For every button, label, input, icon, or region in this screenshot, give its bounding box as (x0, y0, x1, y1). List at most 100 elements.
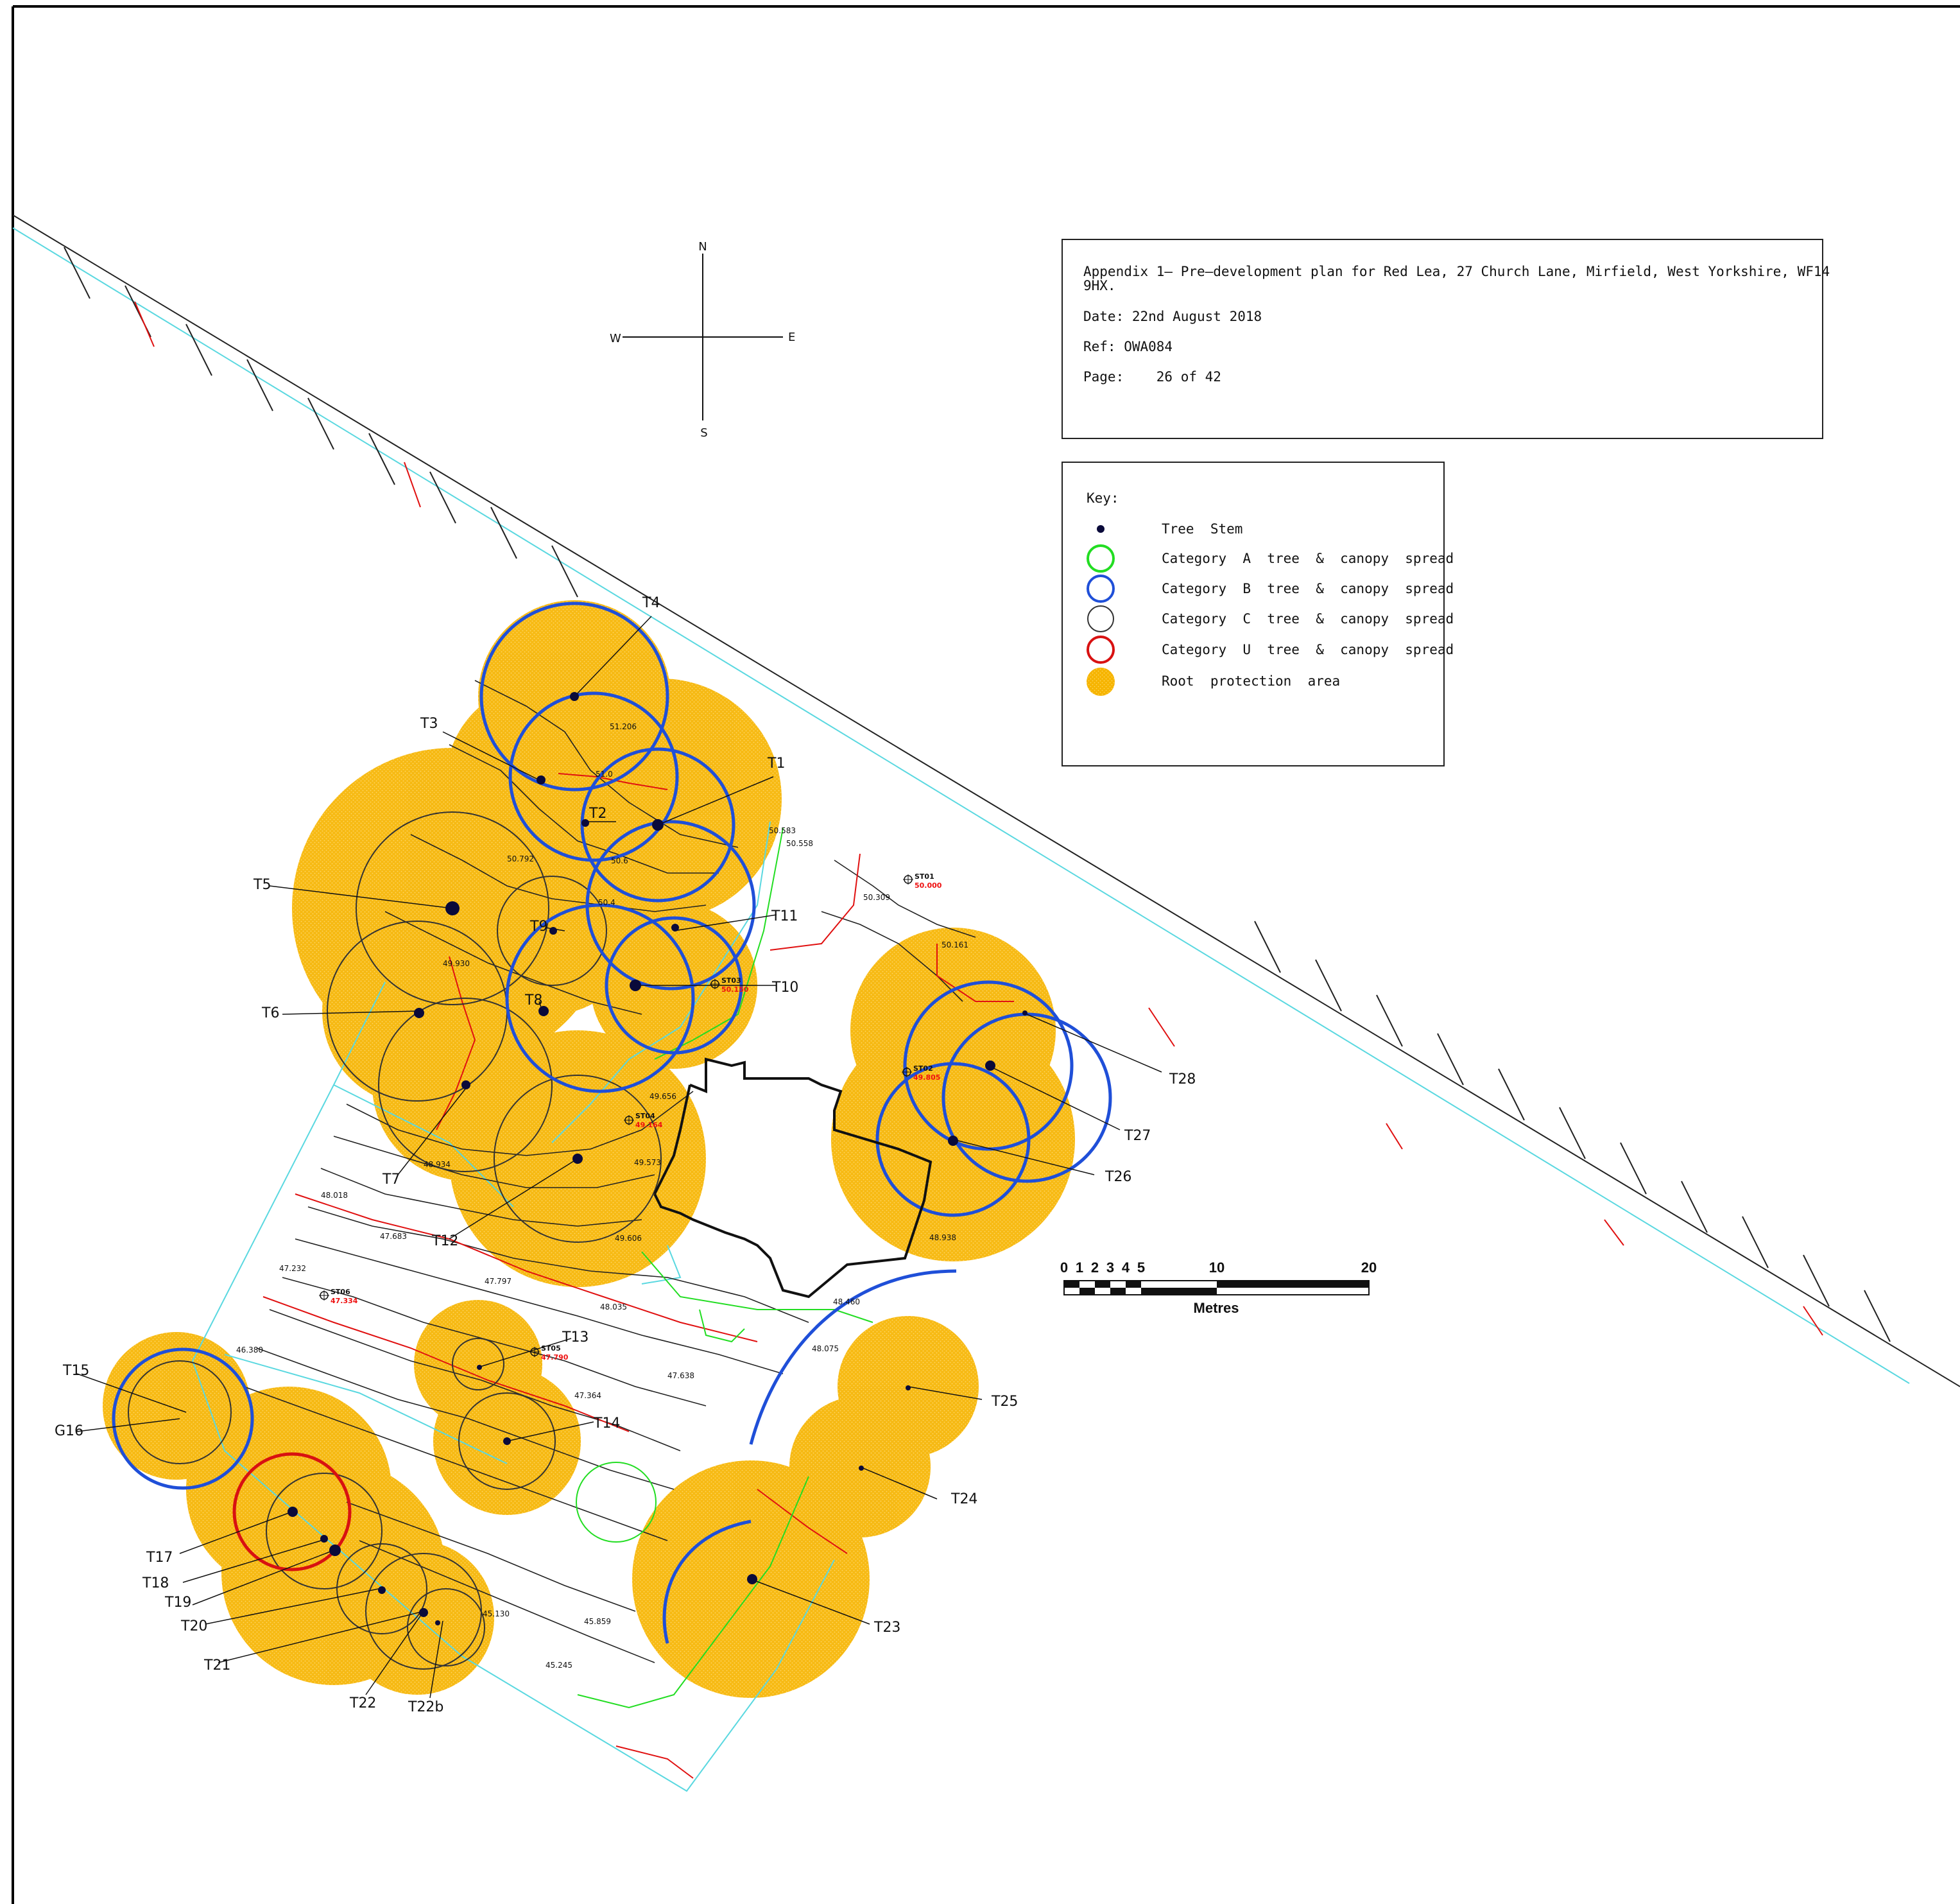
tree-label: T28 (1169, 1071, 1196, 1087)
station-level: 50.000 (915, 881, 942, 890)
info-ref: Ref: OWA084 (1083, 339, 1173, 354)
spot-level: 50.6 (611, 856, 628, 865)
key-item-label: Category U tree & canopy spread (1162, 642, 1454, 657)
spot-level: 47.683 (380, 1232, 407, 1241)
station-name: ST04 (635, 1112, 655, 1120)
spot-level: 45.859 (584, 1617, 611, 1626)
station-level: 49.164 (635, 1121, 663, 1129)
spot-level: 51.206 (610, 722, 637, 731)
spot-level: 50.161 (941, 940, 968, 949)
scale-tick: 3 (1106, 1259, 1114, 1276)
tree-label: T20 (180, 1618, 207, 1634)
spot-level: 45.245 (546, 1661, 572, 1670)
scale-tick: 10 (1209, 1259, 1225, 1276)
spot-level: 49.573 (634, 1158, 661, 1167)
tree-label: T14 (593, 1415, 620, 1432)
spot-level: 50.4 (598, 898, 615, 907)
spot-level: 46.380 (236, 1346, 263, 1354)
info-page: Page: 26 of 42 (1083, 369, 1221, 385)
tree-label: T24 (950, 1491, 977, 1507)
info-box: Appendix 1— Pre—development plan for Red… (1062, 239, 1830, 438)
tree-label: T8 (524, 992, 542, 1008)
key-item-label: Tree Stem (1162, 521, 1242, 537)
spot-level: 50.558 (786, 839, 813, 848)
spot-level: 47.797 (485, 1277, 511, 1286)
compass-east: E (788, 331, 795, 344)
station-name: ST05 (541, 1344, 561, 1353)
scale-tick: 0 (1060, 1259, 1068, 1276)
tree-label: T7 (382, 1172, 400, 1188)
key-title: Key: (1087, 490, 1119, 506)
station-st01: ST01 50.000 (903, 872, 942, 890)
tree-label: T21 (203, 1657, 230, 1674)
tree-label: T25 (991, 1394, 1018, 1410)
spot-level: 47.232 (279, 1264, 306, 1273)
scale-tick: 5 (1137, 1259, 1145, 1276)
info-title-line2: 9HX. (1083, 278, 1116, 293)
tree-stem-icon (1097, 525, 1105, 533)
tree-label: T10 (771, 980, 798, 996)
spot-level: 48.035 (600, 1303, 627, 1311)
station-name: ST02 (913, 1064, 933, 1073)
compass-west: W (610, 332, 621, 345)
tree-label: T18 (142, 1575, 169, 1591)
station-level: 47.334 (331, 1297, 358, 1305)
station-level: 50.150 (721, 985, 749, 994)
scale-tick: 1 (1076, 1259, 1083, 1276)
tree-label: T1 (767, 756, 785, 772)
scale-tick: 2 (1091, 1259, 1099, 1276)
key-item-label: Category B tree & canopy spread (1162, 581, 1454, 596)
station-name: ST06 (331, 1288, 350, 1296)
tree-label: T3 (420, 716, 438, 732)
station-name: ST03 (721, 976, 741, 985)
tree-label: T5 (253, 877, 271, 893)
tree-label: T2 (589, 806, 606, 822)
tree-label: T11 (771, 908, 798, 924)
scale-unit: Metres (1194, 1300, 1239, 1316)
spot-level: 48.938 (929, 1233, 956, 1242)
compass-rose: N S E W (610, 240, 795, 440)
spot-level: 48.934 (424, 1160, 451, 1169)
spot-level: 50.792 (507, 854, 534, 863)
tree-label: T17 (146, 1550, 173, 1566)
spot-level: 50.309 (863, 893, 890, 902)
spot-level: 48.460 (833, 1297, 860, 1306)
spot-level: 47.364 (574, 1391, 601, 1400)
tree-label: T13 (562, 1329, 589, 1346)
tree-label: T22b (408, 1699, 443, 1715)
tree-label: T27 (1124, 1128, 1151, 1144)
scale-tick: 20 (1361, 1259, 1377, 1276)
station-st06: ST06 47.334 (319, 1288, 358, 1305)
spot-level: 49.606 (615, 1234, 642, 1243)
spot-level: 48.075 (812, 1344, 839, 1353)
tree-label: T22 (349, 1695, 376, 1711)
tree-label: T26 (1105, 1169, 1131, 1185)
legend-key: Key: Tree Stem Category A tree & canopy … (1062, 462, 1454, 766)
station-level: 47.790 (541, 1353, 569, 1362)
tree-label: T23 (873, 1620, 900, 1636)
info-date: Date: 22nd August 2018 (1083, 309, 1262, 324)
spot-level: 50.583 (769, 826, 796, 835)
scale-tick: 4 (1122, 1259, 1130, 1276)
spot-level: 51.0 (596, 770, 613, 779)
spot-level: 47.638 (667, 1371, 694, 1380)
tree-label: G16 (55, 1423, 83, 1439)
tree-label: T19 (164, 1595, 191, 1611)
spot-level: 45.130 (483, 1609, 510, 1618)
key-item-label: Category C tree & canopy spread (1162, 611, 1454, 627)
tree-label: T4 (642, 595, 660, 611)
spot-level: 49.930 (443, 959, 470, 968)
spot-level: 49.656 (649, 1092, 676, 1101)
key-item-label: Root protection area (1162, 673, 1340, 689)
info-title-line1: Appendix 1— Pre—development plan for Red… (1083, 264, 1830, 279)
station-level: 49.805 (913, 1073, 940, 1082)
tree-label: T9 (529, 919, 547, 935)
compass-north: N (698, 240, 707, 254)
key-item-label: Category A tree & canopy spread (1162, 551, 1454, 566)
tree-label: T12 (431, 1233, 458, 1249)
spot-level: 48.018 (321, 1191, 348, 1200)
root-protection-icon (1087, 668, 1115, 696)
scale-bar: 0 1 2 3 4 5 10 20 Metres (1060, 1259, 1377, 1316)
tree-label: T6 (261, 1005, 279, 1021)
